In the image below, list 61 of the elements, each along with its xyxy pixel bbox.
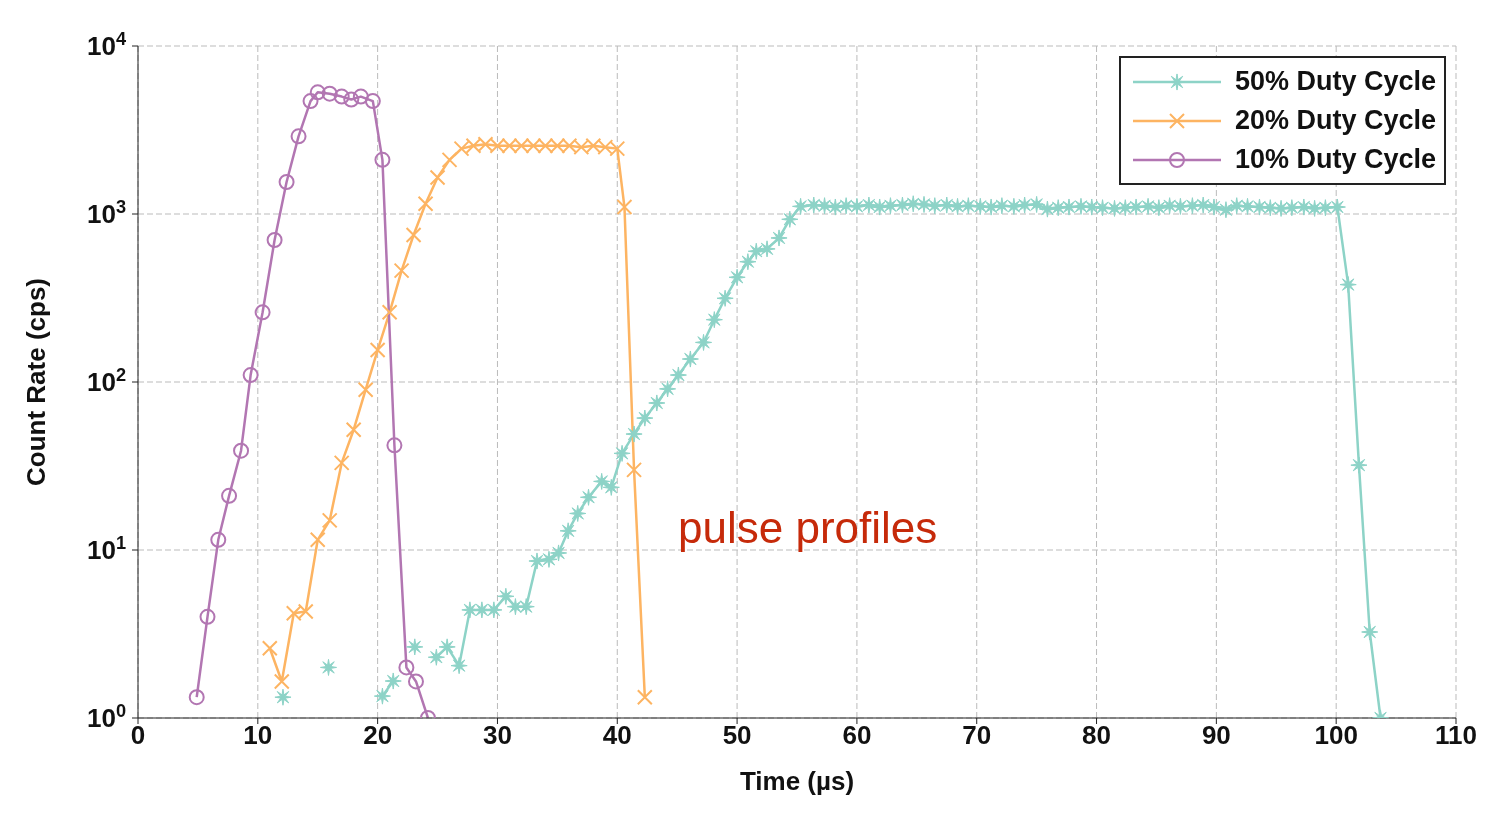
point (278, 174, 295, 191)
point (626, 461, 643, 478)
point (210, 531, 227, 548)
point (345, 421, 362, 438)
point (321, 85, 338, 102)
y-tick-label: 10$^{4}$ (86, 29, 127, 61)
legend-label: 10% Duty Cycle (1234, 144, 1436, 175)
point (417, 195, 434, 212)
point (302, 93, 319, 110)
x-axis-title: Time (µs) (739, 766, 855, 796)
x-tick-label: 70 (962, 720, 992, 751)
x-tick-label: 40 (602, 720, 632, 751)
legend-label: 50% Duty Cycle (1234, 66, 1436, 97)
point (333, 454, 350, 471)
x-tick-label: 60 (842, 720, 872, 751)
y-tick-label: 10$^{0}$ (86, 701, 126, 733)
x-tick-label: 80 (1082, 720, 1112, 751)
point (343, 91, 360, 108)
point (290, 128, 307, 145)
point (273, 673, 290, 690)
point (616, 199, 633, 216)
y-tick-label: 10$^{2}$ (86, 365, 126, 397)
x-tick-label: 100 (1314, 720, 1358, 751)
point (393, 262, 410, 279)
x-tick-label: 110 (1435, 720, 1477, 751)
x-tick-label: 0 (130, 720, 146, 751)
point (369, 342, 386, 359)
point (441, 151, 458, 168)
point (398, 659, 415, 676)
point (364, 93, 381, 110)
point (309, 84, 326, 101)
legend-label: 20% Duty Cycle (1234, 105, 1436, 136)
point (357, 381, 374, 398)
point (199, 608, 216, 625)
point (407, 673, 424, 690)
point (188, 689, 205, 706)
y-tick-label: 10$^{3}$ (86, 197, 126, 229)
point (221, 487, 238, 504)
y-axis-title: Count Rate (cps) (21, 278, 52, 486)
x-tick-label: 10 (243, 720, 273, 751)
point (261, 640, 278, 657)
annotation: pulse profiles (678, 503, 938, 553)
y-tick-label: 10$^{1}$ (86, 533, 126, 565)
point (254, 304, 271, 321)
point (233, 442, 250, 459)
point (405, 226, 422, 243)
point (381, 304, 398, 321)
x-tick-label: 90 (1201, 720, 1231, 751)
point (386, 437, 403, 454)
x-tick-label: 50 (722, 720, 752, 751)
point (374, 151, 391, 168)
point (352, 88, 369, 105)
point (321, 512, 338, 529)
point (333, 88, 350, 105)
x-tick-label: 20 (363, 720, 393, 751)
point (429, 169, 446, 186)
point (309, 531, 326, 548)
x-tick-label: 30 (482, 720, 512, 751)
point (242, 367, 259, 384)
point (266, 232, 283, 249)
point (636, 689, 653, 706)
